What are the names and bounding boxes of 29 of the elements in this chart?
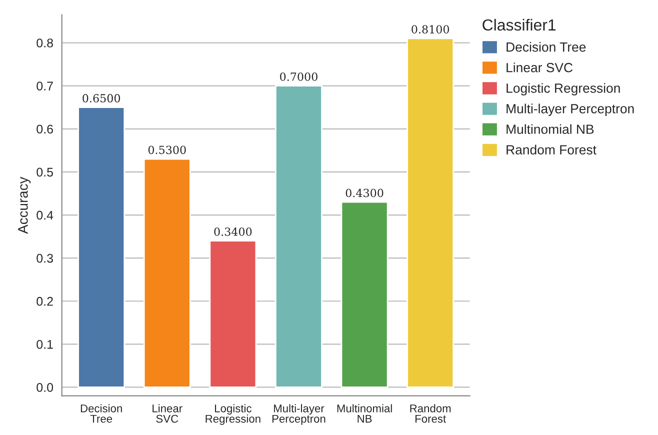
legend-label: Decision Tree: [506, 42, 586, 52]
data-label: 0.7000: [280, 72, 318, 81]
legend-label: Multi-layer Perceptron: [506, 104, 634, 116]
data-label: 0.6500: [82, 94, 120, 102]
y-tick-label: 0.6: [36, 124, 53, 134]
x-tick-label: Linear SVC: [152, 404, 182, 423]
data-label: 0.8100: [412, 25, 450, 34]
y-tick-label: 0.0: [36, 383, 54, 392]
y-tick-label: 0.5: [36, 168, 53, 177]
data-label: 0.5300: [148, 146, 186, 154]
y-tick-label: 0.4: [36, 210, 54, 220]
legend-label: Logistic Regression: [506, 83, 620, 96]
data-label: 0.3400: [214, 228, 252, 236]
legend-label: Linear SVC: [506, 62, 573, 72]
y-tick-label: 0.8: [36, 38, 53, 48]
x-tick-label: Random Forest: [410, 404, 451, 423]
x-tick-label: Decision Tree: [80, 404, 122, 423]
y-tick-label: 0.2: [36, 296, 53, 306]
y-tick-label: 0.3: [36, 254, 53, 263]
legend-title: Classifier1: [482, 18, 556, 31]
y-axis-title: Accuracy: [18, 176, 31, 234]
legend-label: Multinomial NB: [506, 124, 594, 134]
data-label: 0.4300: [346, 188, 384, 198]
y-tick-label: 0.7: [36, 82, 53, 90]
x-tick-label: Logistic Regression: [206, 404, 260, 425]
x-tick-label: Multinomial NB: [337, 404, 392, 423]
x-tick-label: Multi-layer Perceptron: [272, 404, 326, 425]
legend-label: Random Forest: [506, 144, 596, 154]
y-tick-label: 0.1: [36, 340, 53, 349]
